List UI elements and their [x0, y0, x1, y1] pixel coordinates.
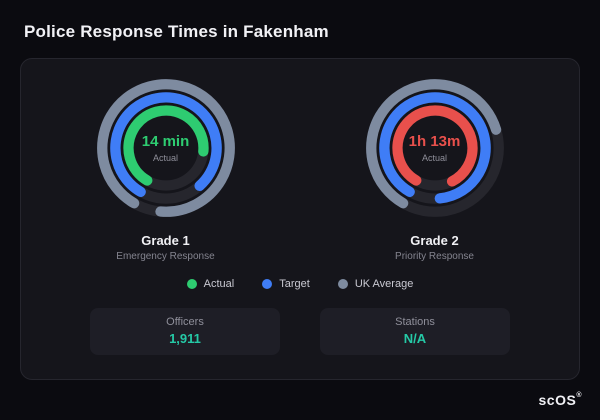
actual-legend-dot-icon — [186, 279, 197, 289]
legend-label-uk-average: UK Average — [354, 278, 414, 290]
response-times-card: 14 min Actual Grade 1 Emergency Response… — [20, 58, 580, 380]
stations-stat-box: Stations N/A — [320, 308, 510, 355]
grade-2-radial-gauge: 1h 13m Actual — [360, 73, 510, 223]
registered-trademark-icon: ® — [576, 392, 582, 399]
legend-item-actual: Actual — [186, 278, 235, 290]
officers-stat-value: 1,911 — [169, 331, 201, 346]
grade-1-subtitle: Emergency Response — [116, 251, 215, 262]
brand-logo: scOS® — [539, 392, 582, 408]
page-title: Police Response Times in Fakenham — [24, 22, 329, 41]
gauge-grade-2: 1h 13m Actual Grade 2 Priority Response — [320, 73, 550, 262]
uk-average-legend-dot-icon — [337, 279, 348, 289]
brand-name: scOS — [538, 392, 577, 408]
officers-stat-label: Officers — [166, 316, 204, 328]
grade-2-title: Grade 2 — [410, 233, 459, 248]
legend-label-actual: Actual — [203, 278, 235, 290]
grade-1-radial-gauge: 14 min Actual — [91, 73, 241, 223]
officers-stat-box: Officers 1,911 — [90, 308, 280, 355]
legend-item-target: Target — [262, 278, 310, 290]
gauges-row: 14 min Actual Grade 1 Emergency Response… — [31, 73, 569, 262]
legend: Actual Target UK Average — [31, 278, 569, 290]
target-legend-dot-icon — [262, 279, 273, 289]
grade-2-subtitle: Priority Response — [395, 251, 474, 262]
stations-stat-label: Stations — [395, 316, 435, 328]
legend-label-target: Target — [279, 278, 310, 290]
legend-item-uk-average: UK Average — [337, 278, 414, 290]
stations-stat-value: N/A — [403, 331, 427, 346]
grade-1-title: Grade 1 — [141, 233, 190, 248]
gauge-grade-1: 14 min Actual Grade 1 Emergency Response — [51, 73, 281, 262]
stats-row: Officers 1,911 Stations N/A — [31, 308, 569, 355]
